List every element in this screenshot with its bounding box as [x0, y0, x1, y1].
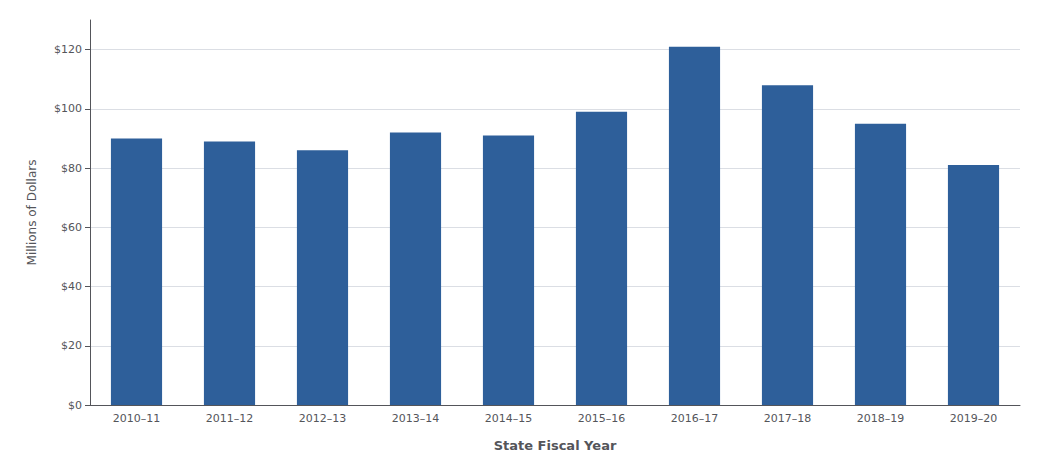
svg-text:$80: $80 [61, 162, 82, 175]
svg-text:2019–20: 2019–20 [950, 412, 998, 425]
svg-text:2014–15: 2014–15 [485, 412, 533, 425]
svg-text:State Fiscal Year: State Fiscal Year [494, 438, 617, 453]
svg-text:2015–16: 2015–16 [578, 412, 626, 425]
svg-text:2011–12: 2011–12 [206, 412, 254, 425]
svg-text:Millions of Dollars: Millions of Dollars [25, 160, 39, 266]
svg-text:2018–19: 2018–19 [857, 412, 905, 425]
svg-text:2013–14: 2013–14 [392, 412, 440, 425]
svg-text:2010–11: 2010–11 [113, 412, 161, 425]
svg-text:$120: $120 [54, 43, 82, 56]
svg-text:2012–13: 2012–13 [299, 412, 347, 425]
svg-text:$0: $0 [68, 399, 82, 412]
svg-text:$100: $100 [54, 102, 82, 115]
svg-text:$40: $40 [61, 280, 82, 293]
svg-text:$20: $20 [61, 339, 82, 352]
svg-text:2017–18: 2017–18 [764, 412, 812, 425]
svg-text:$60: $60 [61, 221, 82, 234]
svg-text:2016–17: 2016–17 [671, 412, 719, 425]
